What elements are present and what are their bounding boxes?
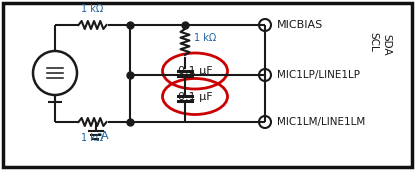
Text: SDA: SDA (381, 34, 391, 56)
Text: 1 kΩ: 1 kΩ (194, 33, 216, 43)
Text: MIC1LM/LINE1LM: MIC1LM/LINE1LM (277, 117, 365, 127)
Text: 1 kΩ: 1 kΩ (81, 133, 104, 143)
Text: 0.1 μF: 0.1 μF (178, 91, 212, 101)
Text: A: A (101, 131, 108, 141)
Text: MICBIAS: MICBIAS (277, 20, 323, 30)
FancyBboxPatch shape (3, 3, 412, 167)
Text: 1 kΩ: 1 kΩ (81, 4, 104, 14)
Text: 0.1 μF: 0.1 μF (178, 66, 212, 76)
Text: SCL: SCL (368, 32, 378, 52)
Text: MIC1LP/LINE1LP: MIC1LP/LINE1LP (277, 70, 360, 80)
